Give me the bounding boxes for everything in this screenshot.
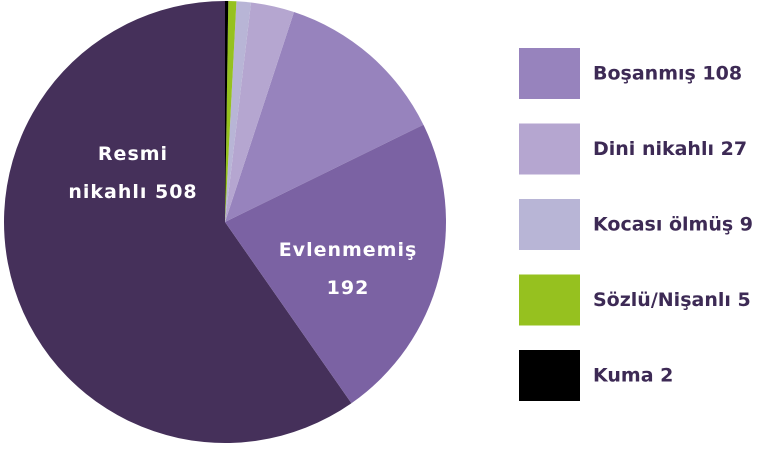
pie-slice	[4, 1, 352, 444]
label-line: Resmi	[98, 143, 168, 165]
pie-slice	[225, 2, 294, 223]
label-line: Evlenmemiş	[279, 239, 418, 261]
pie-slice	[225, 124, 447, 404]
legend-label: Boşanmış 108	[593, 63, 742, 85]
pie-slice	[225, 12, 424, 222]
legend-swatch	[519, 199, 580, 250]
slice-label: Resmi nikahlı 508	[68, 143, 197, 203]
slice-label: Evlenmemiş 192	[279, 239, 418, 299]
pie-slice	[225, 1, 237, 223]
legend-label: Kuma 2	[593, 365, 673, 387]
pie-slice	[225, 1, 252, 223]
legend-label: Kocası ölmüş 9	[593, 214, 753, 236]
legend-swatch	[519, 274, 580, 326]
pie-slice	[225, 1, 229, 222]
label-line: 192	[327, 277, 370, 299]
legend-swatch	[519, 350, 580, 401]
legend-label: Dini nikahlı 27	[593, 138, 747, 160]
legend-label: Sözlü/Nişanlı 5	[593, 289, 751, 311]
label-line: nikahlı 508	[68, 181, 197, 203]
legend-swatch	[519, 123, 580, 175]
legend-swatch	[519, 48, 580, 99]
